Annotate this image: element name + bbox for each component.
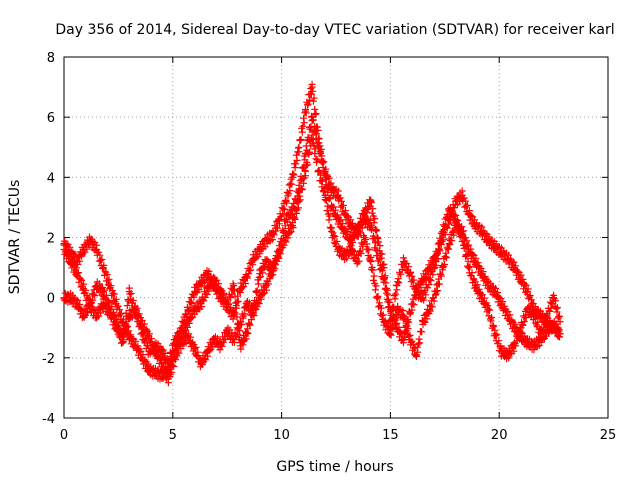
grid-lines [64, 57, 608, 418]
y-tick-label: 0 [47, 292, 55, 307]
chart-title: Day 356 of 2014, Sidereal Day-to-day VTE… [55, 22, 614, 38]
x-tick-label: 0 [60, 428, 68, 443]
y-tick-label: 6 [47, 111, 55, 126]
x-tick-label: 25 [600, 428, 617, 443]
y-tick-labels: -4 -2 0 2 4 6 8 [42, 51, 55, 427]
data-points [60, 80, 564, 387]
axis-ticks [63, 56, 609, 419]
x-tick-label: 10 [273, 428, 290, 443]
x-tick-labels: 0 5 10 15 20 25 [60, 428, 616, 443]
x-axis-label: GPS time / hours [276, 459, 393, 475]
y-tick-label: 4 [47, 171, 55, 186]
x-tick-label: 5 [169, 428, 177, 443]
y-tick-label: 2 [47, 232, 55, 247]
y-tick-label: -2 [42, 352, 55, 367]
y-tick-label: -4 [42, 412, 55, 427]
series-track-c [60, 112, 564, 371]
x-tick-label: 15 [382, 428, 399, 443]
x-tick-label: 20 [491, 428, 508, 443]
y-tick-label: 8 [47, 51, 55, 66]
series-markers [60, 112, 564, 371]
y-axis-label: SDTVAR / TECUs [7, 180, 23, 295]
